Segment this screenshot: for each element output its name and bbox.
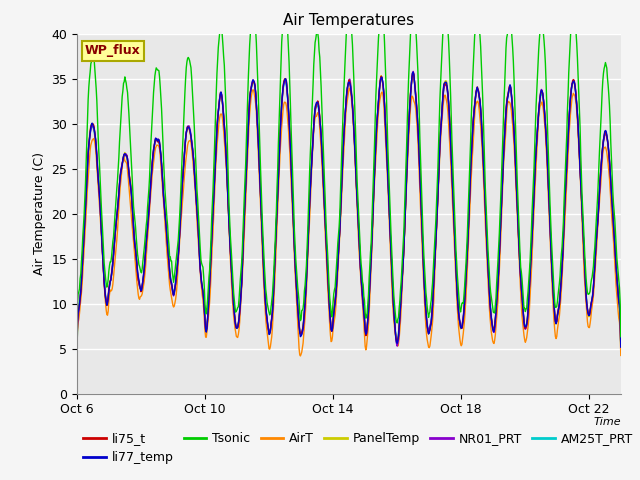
Text: WP_flux: WP_flux	[85, 44, 141, 58]
Legend: li75_t, li77_temp, Tsonic, AirT, PanelTemp, NR01_PRT, AM25T_PRT: li75_t, li77_temp, Tsonic, AirT, PanelTe…	[83, 432, 634, 465]
Title: Air Temperatures: Air Temperatures	[284, 13, 414, 28]
Y-axis label: Air Temperature (C): Air Temperature (C)	[33, 152, 45, 275]
Text: Time: Time	[593, 417, 621, 427]
